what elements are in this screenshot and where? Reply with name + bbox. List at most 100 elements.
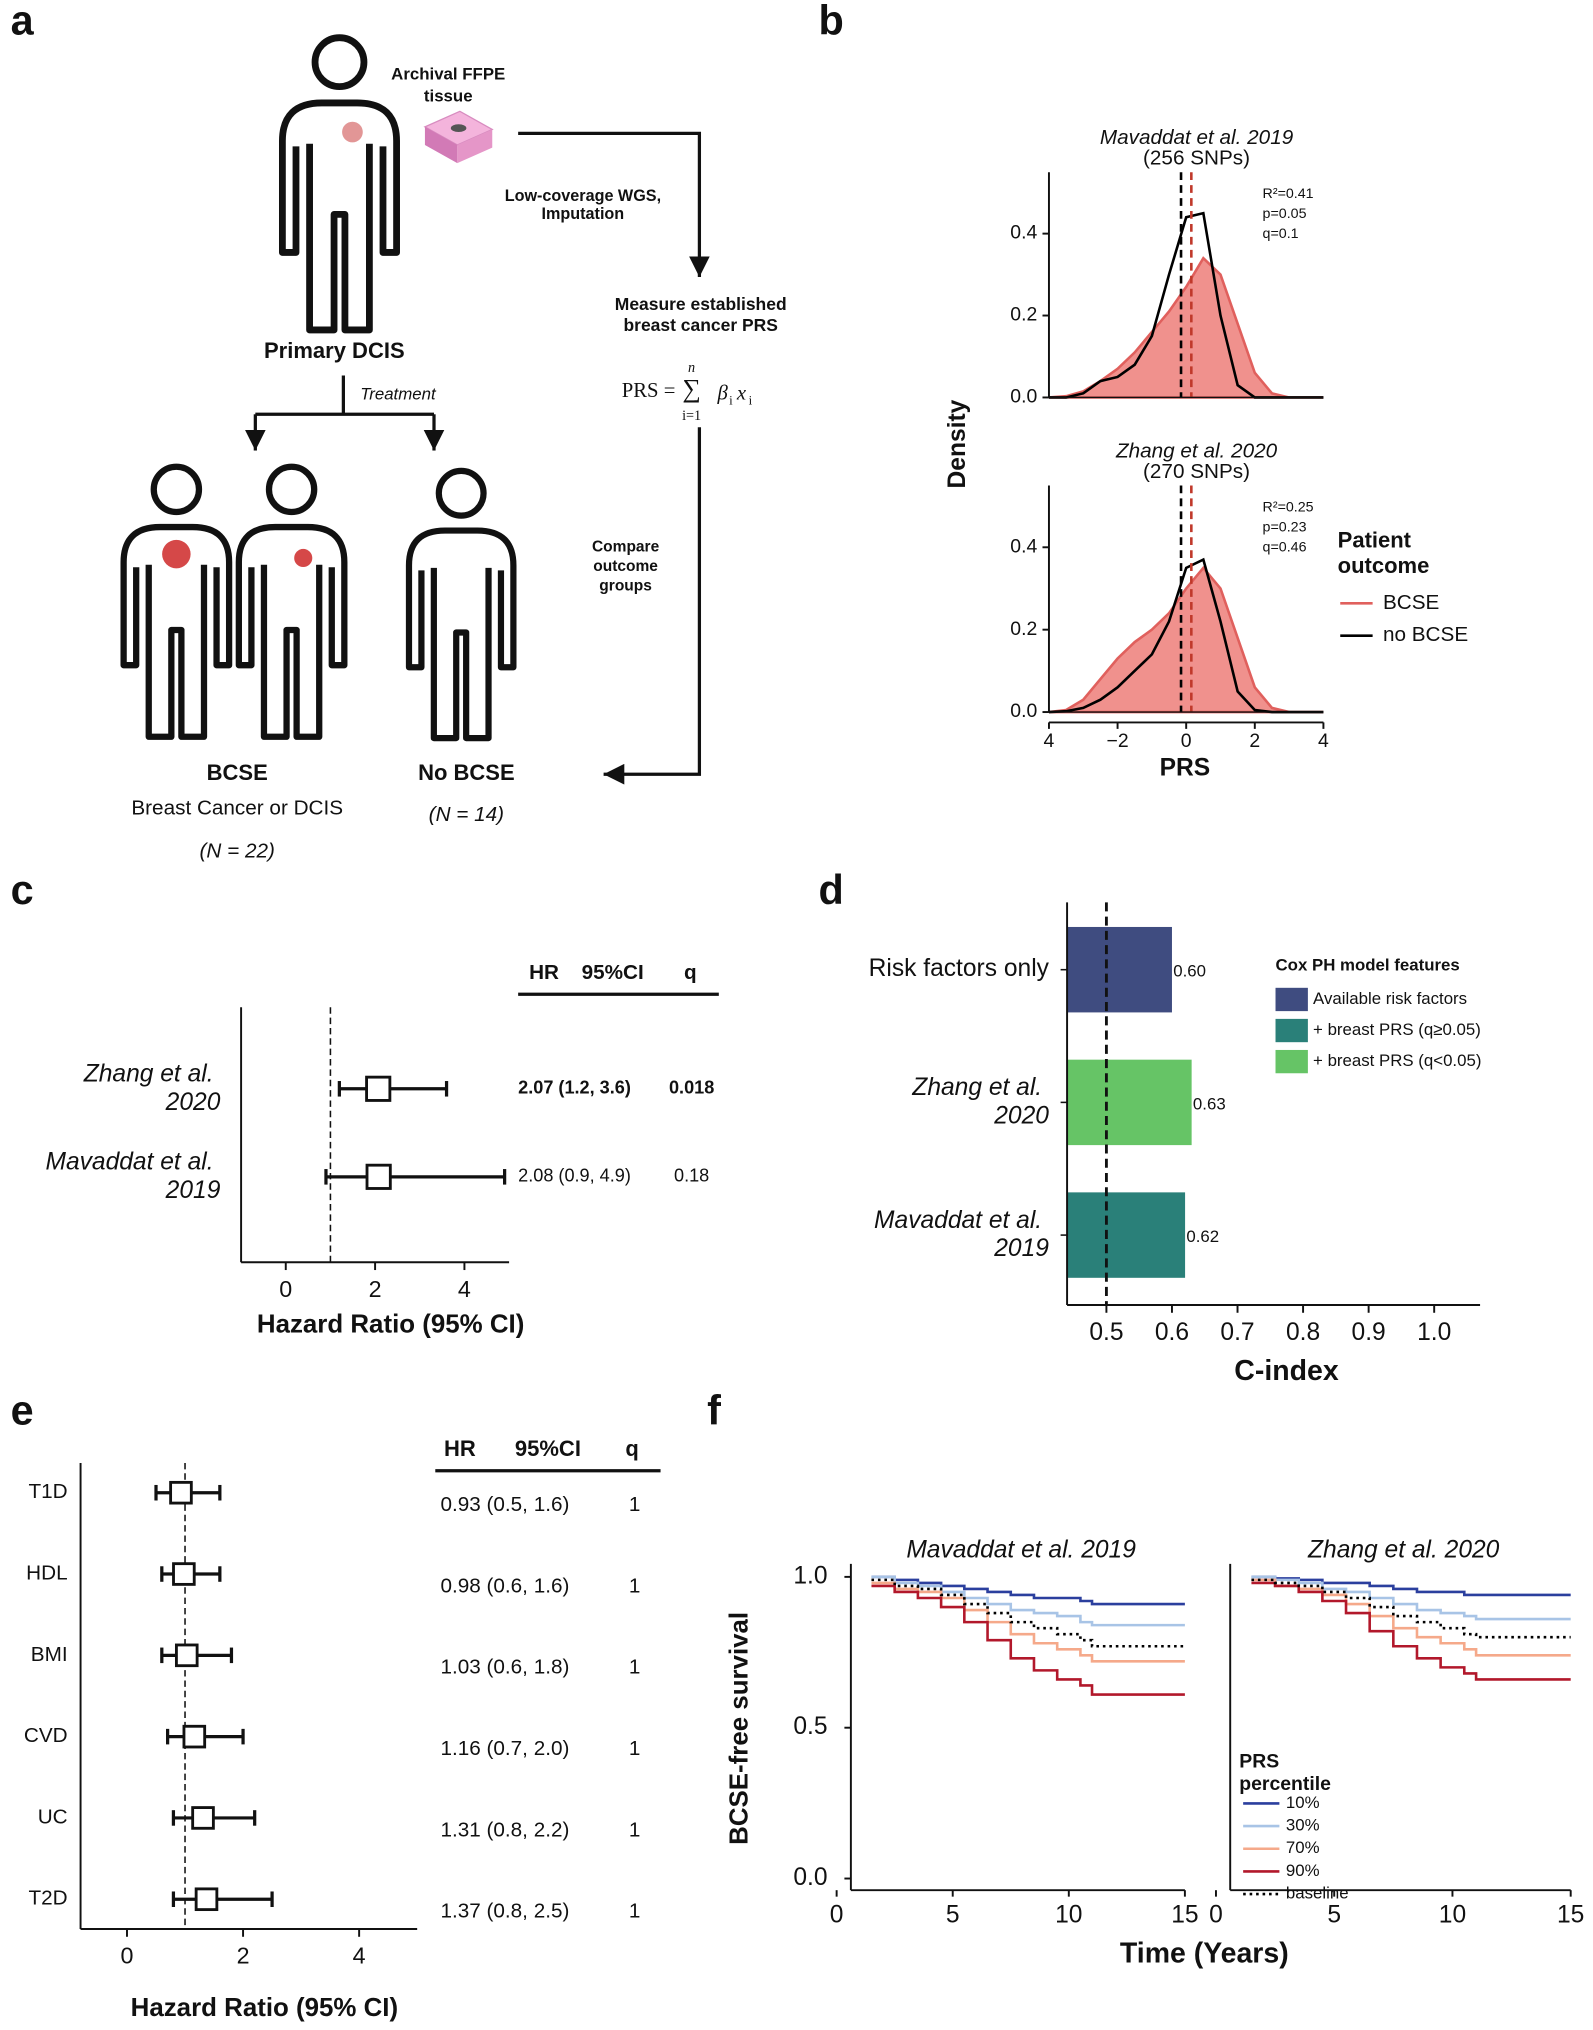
category-label: Zhang et al. 2020 <box>83 1060 221 1115</box>
text-line: percentile <box>1239 1773 1331 1795</box>
chart-title: Zhang et al. 2020 <box>1307 1536 1500 1563</box>
x-tick-label: 10 <box>1055 1902 1082 1929</box>
panel-label: d <box>819 867 844 913</box>
category-label: Risk factors only <box>869 955 1050 982</box>
formula: i=1 <box>682 408 701 424</box>
y-tick-label: 0.4 <box>1010 222 1037 244</box>
chart-title: Zhang et al. 2020 <box>1115 439 1278 462</box>
legend-title: Cox PH model features <box>1276 955 1460 974</box>
bar <box>1067 1059 1192 1146</box>
survival-curve <box>1251 1578 1571 1639</box>
legend-label: baseline <box>1286 1884 1349 1903</box>
primary-label: Primary DCIS <box>264 338 405 363</box>
legend-label: no BCSE <box>1383 623 1468 646</box>
flow-arrow <box>518 131 710 278</box>
x-tick-label: 1.0 <box>1417 1319 1451 1346</box>
diagram: a Archival FFPE tissue Low-coverage WGS,… <box>11 0 787 862</box>
x-tick-label: 0.8 <box>1286 1319 1320 1346</box>
legend-label: 10% <box>1286 1793 1320 1812</box>
x-tick-label: 0 <box>121 1943 134 1969</box>
person-icon <box>124 467 229 737</box>
q-label: 1 <box>629 1900 641 1923</box>
hr-label: 1.31 (0.8, 2.2) <box>440 1818 569 1841</box>
formula: i <box>729 392 733 407</box>
text-line: Zhang et al. <box>911 1074 1049 1101</box>
hr-label: 1.03 (0.6, 1.8) <box>440 1656 569 1679</box>
x-tick-label: 0.6 <box>1155 1319 1189 1346</box>
legend-swatch <box>1275 987 1308 1012</box>
hr-label: 1.16 (0.7, 2.0) <box>440 1737 569 1760</box>
x-tick-label: 0 <box>1209 1902 1223 1929</box>
hr-marker <box>182 1724 207 1749</box>
group-label: BCSE <box>207 760 268 785</box>
q-label: 1 <box>629 1656 641 1679</box>
panel-label: f <box>707 1388 721 1434</box>
x-tick-label: −2 <box>1107 730 1129 752</box>
value-label: 0.60 <box>1173 962 1206 981</box>
category-label: Mavaddat et al. 2019 <box>874 1206 1049 1261</box>
formula: PRS = <box>622 380 676 402</box>
text-line: Patient <box>1338 527 1417 552</box>
tissue-label: tissue <box>424 87 473 106</box>
y-tick-label: 1.0 <box>793 1562 827 1589</box>
y-tick-label: 0.5 <box>793 1713 827 1740</box>
lesion <box>162 539 191 569</box>
group-label: No BCSE <box>418 760 515 785</box>
category-label: CVD <box>24 1724 68 1747</box>
hr-label: 2.08 (0.9, 4.9) <box>518 1166 631 1186</box>
text-line: Mavaddat et al. <box>874 1206 1049 1233</box>
method-label: Low-coverage WGS, <box>505 187 661 205</box>
compare-label: groups <box>599 578 652 595</box>
stat-annotation: R²=0.25 <box>1263 499 1314 515</box>
formula: ∑ <box>682 374 700 403</box>
x-axis-label: PRS <box>1160 755 1211 782</box>
category-label: Mavaddat et al. 2019 <box>45 1148 220 1203</box>
survival-curve <box>871 1575 1185 1606</box>
x-tick-label: 2 <box>1249 730 1260 752</box>
table-header: 95%CI <box>582 961 644 984</box>
table-header: HR <box>444 1436 476 1461</box>
q-label: 1 <box>629 1574 641 1597</box>
y-tick-label: 0.4 <box>1010 535 1037 557</box>
legend-title: Patient outcome <box>1338 527 1430 577</box>
hr-label: 2.07 (1.2, 3.6) <box>518 1078 631 1098</box>
category-label: HDL <box>26 1561 67 1584</box>
y-tick-label: 0.0 <box>1010 700 1037 722</box>
chart-subtitle: (256 SNPs) <box>1143 147 1250 170</box>
q-label: 0.18 <box>674 1166 709 1186</box>
text-line: outcome <box>1338 553 1430 578</box>
x-tick-label: 0 <box>279 1276 292 1302</box>
x-tick-label: 4 <box>458 1276 471 1302</box>
formula: β <box>717 383 729 405</box>
q-label: 1 <box>629 1493 641 1516</box>
legend-label: 70% <box>1286 1838 1320 1857</box>
lesion <box>294 548 313 568</box>
x-tick-label: 4 <box>1044 730 1055 752</box>
tissue-label: Archival FFPE <box>391 65 505 84</box>
survival-curve <box>1251 1575 1571 1621</box>
category-label: BMI <box>31 1643 68 1666</box>
x-tick-label: 4 <box>353 1943 366 1969</box>
hr-label: 1.37 (0.8, 2.5) <box>440 1900 569 1923</box>
text-line: Mavaddat et al. <box>45 1148 220 1175</box>
legend-label: BCSE <box>1383 591 1439 614</box>
person-icon <box>409 471 513 738</box>
x-tick-label: 0.9 <box>1352 1319 1386 1346</box>
legend-label: 90% <box>1286 1861 1320 1880</box>
legend-label: + breast PRS (q≥0.05) <box>1313 1020 1481 1039</box>
measure-label: breast cancer PRS <box>624 315 778 335</box>
panel-label: b <box>819 0 844 43</box>
chart-title: Mavaddat et al. 2019 <box>906 1536 1136 1563</box>
density-area <box>1048 256 1324 399</box>
person-icon <box>282 38 396 330</box>
table-header: q <box>625 1436 638 1461</box>
hr-marker <box>169 1480 193 1505</box>
hr-marker <box>191 1806 215 1830</box>
chart-subtitle: (270 SNPs) <box>1143 460 1250 483</box>
x-tick-label: 15 <box>1171 1902 1198 1929</box>
density-area <box>1048 565 1324 714</box>
stat-annotation: R²=0.41 <box>1263 186 1314 202</box>
compare-label: outcome <box>593 558 658 575</box>
hr-marker <box>365 1075 392 1102</box>
